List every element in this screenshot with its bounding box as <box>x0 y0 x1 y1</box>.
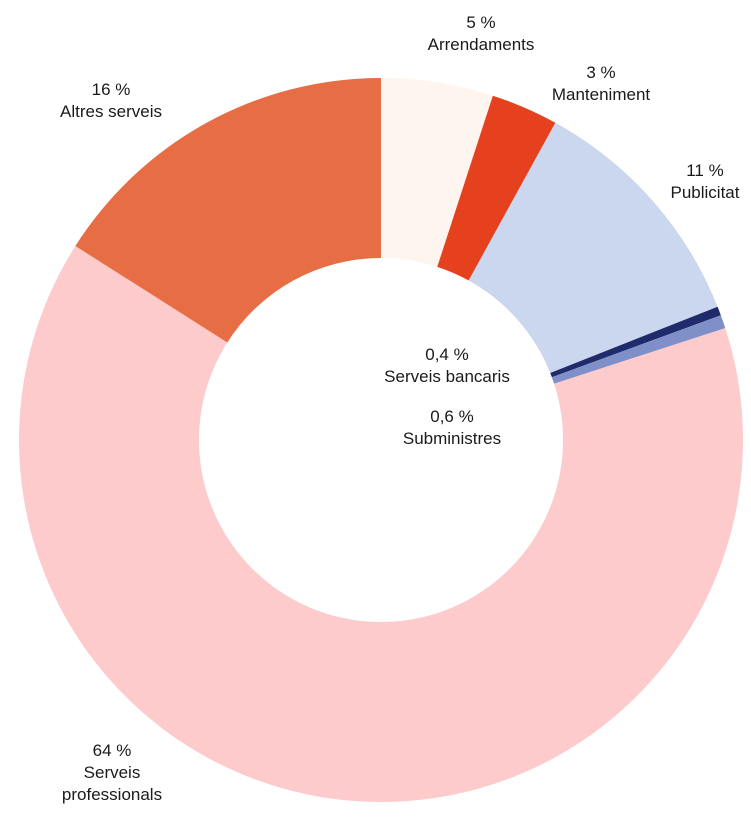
label-professionals-pct: 64 % <box>92 741 132 760</box>
slice-serveis-professionals <box>19 246 743 802</box>
slice-arrendaments <box>381 78 493 267</box>
label-subministres-name: Subministres <box>402 429 502 448</box>
label-manteniment-name: Manteniment <box>551 85 651 104</box>
label-altres-name: Altres serveis <box>59 102 163 121</box>
label-manteniment: 3 % Manteniment <box>552 62 650 106</box>
label-serveis-bancaris: 0,4 % Serveis bancaris <box>384 344 510 388</box>
label-arrendaments: 5 % Arrendaments <box>428 12 535 56</box>
label-publicitat-pct: 11 % <box>686 161 724 180</box>
label-professionals-name2: professionals <box>61 785 163 804</box>
label-publicitat: 11 % Publicitat <box>671 160 740 204</box>
label-subministres: 0,6 % Subministres <box>403 406 501 450</box>
label-publicitat-name: Publicitat <box>670 183 740 202</box>
slice-serveis-bancaris <box>550 306 721 378</box>
label-professionals-name1: Serveis <box>83 763 141 782</box>
donut-slices <box>19 78 743 802</box>
label-bancaris-pct: 0,4 % <box>425 345 469 364</box>
label-arrendaments-pct: 5 % <box>466 13 496 32</box>
label-serveis-professionals: 64 % Serveis professionals <box>62 740 162 806</box>
slice-altres-serveis <box>75 78 381 343</box>
slice-subministres <box>551 315 726 384</box>
label-subministres-pct: 0,6 % <box>430 407 474 426</box>
slice-publicitat <box>468 122 718 374</box>
label-altres-pct: 16 % <box>91 80 131 99</box>
label-arrendaments-name: Arrendaments <box>427 35 535 54</box>
label-bancaris-name: Serveis bancaris <box>384 367 510 386</box>
slice-manteniment <box>437 95 556 281</box>
label-altres-serveis: 16 % Altres serveis <box>60 79 162 123</box>
label-manteniment-pct: 3 % <box>586 63 616 82</box>
